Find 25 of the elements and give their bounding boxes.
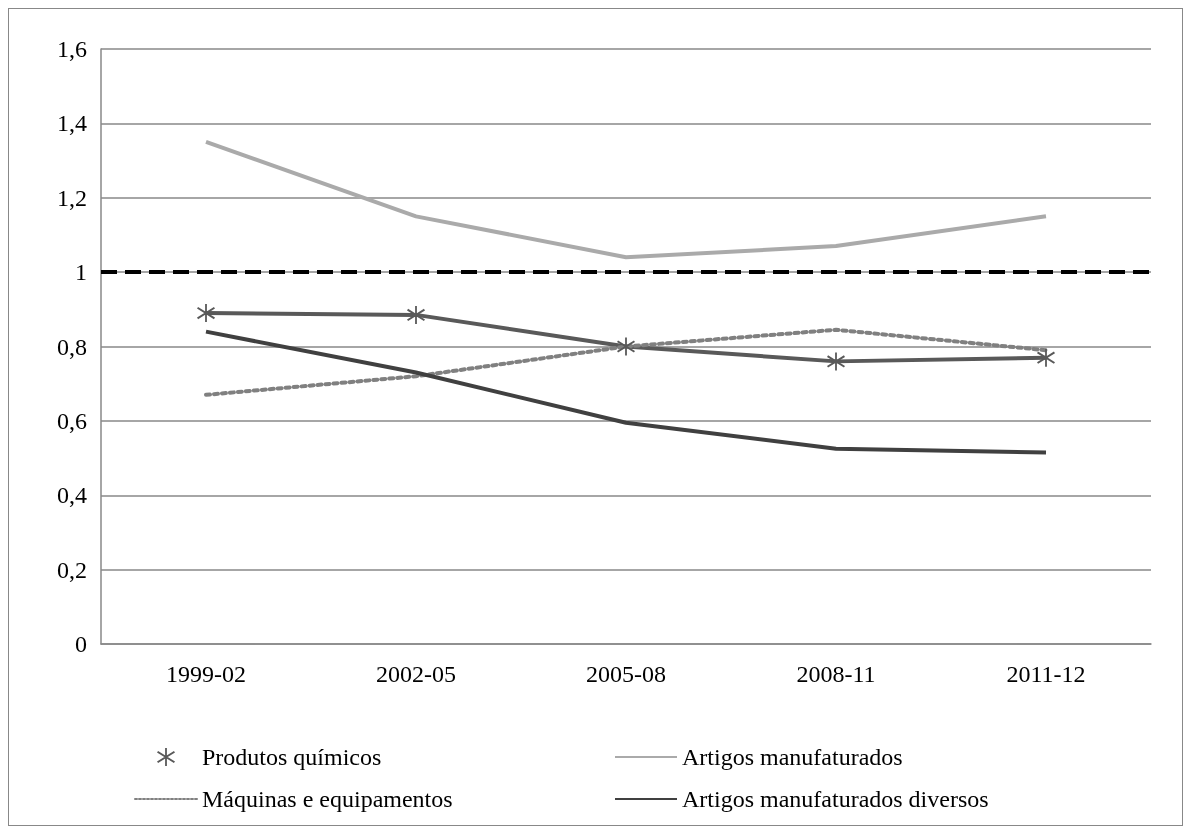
point: [407, 305, 425, 324]
legend-label: Artigos manufaturados: [682, 744, 903, 770]
y-tick-label: 1: [75, 259, 87, 286]
point: [827, 352, 845, 371]
y-tick-label: 0,4: [57, 482, 87, 509]
x-tick-label: 2002-05: [376, 661, 456, 687]
legend-label: Produtos químicos: [202, 744, 382, 770]
x-tick-label: 2011-12: [1006, 661, 1086, 687]
y-tick-label: 1,2: [57, 184, 87, 211]
y-tick-label: 0,2: [57, 556, 87, 583]
point: [1037, 348, 1055, 367]
y-tick-label: 0,8: [57, 333, 87, 360]
y-tick-label: 1,4: [57, 110, 87, 137]
line-series: [204, 139, 1048, 260]
x-tick-label: 1999-02: [166, 661, 246, 687]
legend-label: Máquinas e equipamentos: [202, 786, 453, 812]
legend-label: Artigos manufaturados diversos: [682, 786, 989, 812]
point: [197, 304, 215, 323]
y-tick-label: 0: [75, 631, 87, 657]
line-series: [204, 329, 1048, 455]
x-tick-label: 2008-11: [796, 661, 876, 687]
y-tick-label: 1,6: [57, 36, 87, 62]
y-tick-label: 0,6: [57, 407, 87, 434]
x-tick-label: 2005-08: [586, 661, 666, 687]
point: [617, 337, 635, 356]
